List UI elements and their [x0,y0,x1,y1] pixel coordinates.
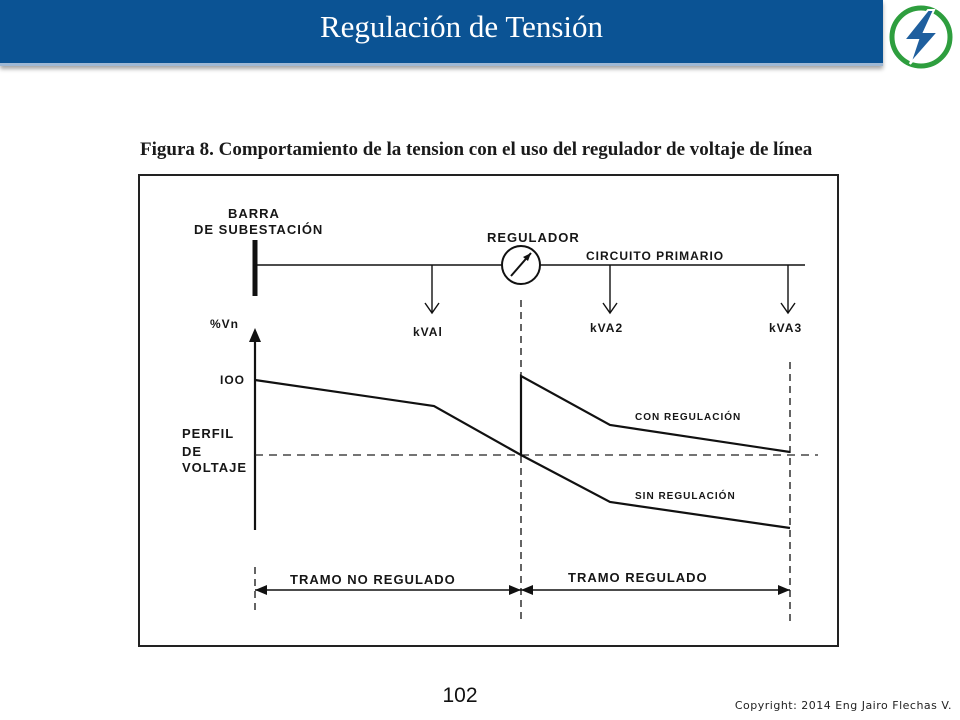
diagram-frame [138,174,839,647]
label-voltaje: VOLTAJE [182,460,247,475]
load-arrow-kva1 [424,265,440,315]
y-axis-arrowhead [249,328,261,342]
label-vn-unit: %Vn [210,317,239,331]
regulator-needle-arrow [523,253,531,261]
span-arrow-unregulated-left-head [255,585,267,595]
load-arrow-kva2 [602,265,618,315]
page-title: Regulación de Tensión [319,9,604,44]
label-barra: BARRA [228,206,280,221]
logo [888,4,954,70]
label-kva2: kVA2 [590,321,623,335]
figure-caption: Figura 8. Comportamiento de la tension c… [140,139,813,160]
voltage-profile-regulated [519,374,791,455]
page-number: 102 [442,684,478,707]
label-regulador: REGULADOR [487,230,580,245]
voltage-profile-unregulated [254,378,791,530]
title-bar [0,0,883,66]
label-perfil: PERFIL [182,426,234,441]
label-kva3: kVA3 [769,321,802,335]
load-arrow-kva3 [780,265,796,315]
label-tramo-no-regulado: TRAMO NO REGULADO [290,572,456,587]
label-con-regulacion: CON REGULACIÓN [635,410,741,423]
label-subestacion: DE SUBESTACIÓN [194,222,323,237]
lightning-bolt-icon [889,5,953,69]
label-tick-100: IOO [220,373,245,387]
label-circuito-primario: CIRCUITO PRIMARIO [586,249,724,263]
voltage-regulation-diagram: BARRA DE SUBESTACIÓN REGULADOR CIRCUITO … [138,174,839,647]
label-de: DE [182,444,202,459]
span-arrow-unregulated-right-head [509,585,521,595]
label-tramo-regulado: TRAMO REGULADO [568,570,708,585]
span-arrow-regulated-right-head [778,585,790,595]
label-kva1: kVAl [413,325,443,339]
span-arrow-regulated-left-head [521,585,533,595]
copyright-text: Copyright: 2014 Eng Jairo Flechas V. [734,699,952,712]
label-sin-regulacion: SIN REGULACIÓN [635,489,736,502]
